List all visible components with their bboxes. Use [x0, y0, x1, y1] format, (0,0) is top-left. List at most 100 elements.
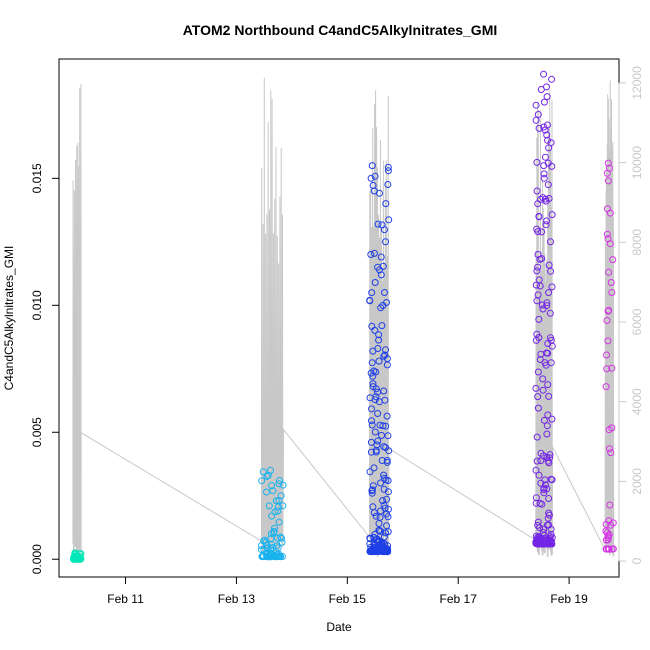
- data-point: [381, 544, 389, 552]
- data-point: [544, 411, 552, 419]
- data-point: [545, 511, 553, 519]
- data-point: [263, 553, 271, 560]
- data-point: [378, 431, 385, 439]
- data-point: [384, 163, 392, 171]
- data-point: [368, 405, 375, 413]
- data-point: [258, 542, 265, 549]
- data-point: [381, 351, 389, 359]
- data-point: [377, 271, 385, 279]
- x-axis: Feb 11 Feb 13 Feb 15 Feb 17 Feb 19: [107, 576, 588, 606]
- data-point: [535, 315, 543, 323]
- y-tick-label: 0.005: [30, 417, 44, 447]
- data-point: [532, 466, 540, 474]
- y-tick-label: 0.015: [30, 163, 44, 193]
- data-point: [603, 317, 611, 324]
- data-point: [540, 174, 548, 182]
- y2-tick-label: 10000: [630, 146, 644, 180]
- data-point: [547, 238, 554, 246]
- data-point: [535, 471, 543, 479]
- data-point: [368, 489, 376, 497]
- data-point: [548, 162, 556, 170]
- data-point: [608, 424, 616, 432]
- data-point: [380, 501, 388, 509]
- data-point: [375, 357, 383, 365]
- data-point: [537, 479, 545, 487]
- data-point: [368, 162, 376, 170]
- data-point: [275, 518, 283, 526]
- data-point: [534, 404, 542, 412]
- data-point: [263, 472, 271, 480]
- data-point: [604, 307, 612, 315]
- data-point: [371, 428, 379, 436]
- data-point: [380, 352, 388, 360]
- data-point: [375, 520, 383, 527]
- data-point: [370, 464, 378, 472]
- data-point: [608, 364, 616, 372]
- data-point: [69, 555, 77, 563]
- y2-axis: 0 2000 4000 6000 8000 10000 12000: [618, 66, 644, 564]
- data-point: [370, 533, 378, 541]
- data-point: [534, 368, 542, 376]
- data-point: [372, 393, 380, 401]
- data-point: [383, 299, 390, 306]
- x-axis-label: Date: [326, 620, 352, 634]
- data-point: [274, 503, 282, 511]
- data-point: [532, 384, 540, 392]
- x-tick-label: Feb 15: [329, 592, 367, 606]
- data-point: [369, 503, 377, 511]
- data-point: [375, 526, 383, 534]
- x-tick-label: Feb 13: [218, 592, 256, 606]
- data-point: [537, 350, 545, 358]
- data-point: [534, 291, 542, 299]
- data-point: [366, 297, 374, 305]
- data-point: [383, 522, 391, 530]
- data-point: [369, 482, 377, 490]
- data-point: [371, 279, 379, 286]
- data-point: [532, 539, 540, 547]
- data-point: [538, 301, 546, 309]
- data-point: [606, 501, 614, 509]
- data-point: [270, 527, 278, 535]
- data-point: [263, 488, 270, 496]
- data-point: [546, 454, 554, 462]
- data-point: [383, 548, 391, 556]
- data-point: [375, 547, 383, 555]
- data-point: [539, 305, 547, 313]
- data-point: [540, 70, 548, 78]
- data-point: [532, 281, 540, 289]
- data-point: [607, 521, 615, 529]
- data-point: [265, 502, 273, 510]
- data-point: [532, 532, 540, 540]
- data-point: [259, 552, 267, 560]
- data-point: [545, 261, 553, 269]
- data-point: [367, 438, 375, 446]
- data-point: [532, 116, 540, 124]
- data-point: [533, 433, 541, 441]
- data-point: [76, 555, 84, 563]
- data-point: [369, 182, 377, 189]
- chart-title: ATOM2 Northbound C4andC5Alkylnitrates_GM…: [183, 22, 498, 38]
- data-point: [376, 189, 383, 197]
- data-point: [384, 167, 392, 175]
- data-point: [534, 521, 542, 529]
- data-point: [544, 457, 552, 465]
- data-point: [538, 255, 546, 263]
- data-point: [371, 396, 379, 404]
- data-point: [380, 533, 388, 541]
- data-point: [533, 187, 541, 195]
- data-point: [608, 289, 616, 296]
- data-point: [544, 340, 552, 347]
- data-point: [383, 495, 391, 503]
- data-point: [259, 468, 267, 476]
- data-point: [537, 195, 544, 203]
- data-point: [372, 385, 380, 393]
- data-points: [69, 70, 617, 563]
- data-point: [538, 500, 546, 508]
- data-point: [379, 497, 387, 505]
- data-point: [540, 123, 548, 131]
- data-point: [604, 337, 612, 345]
- data-point: [380, 387, 388, 395]
- data-point: [535, 334, 543, 342]
- data-point: [268, 482, 276, 490]
- data-point: [370, 249, 378, 257]
